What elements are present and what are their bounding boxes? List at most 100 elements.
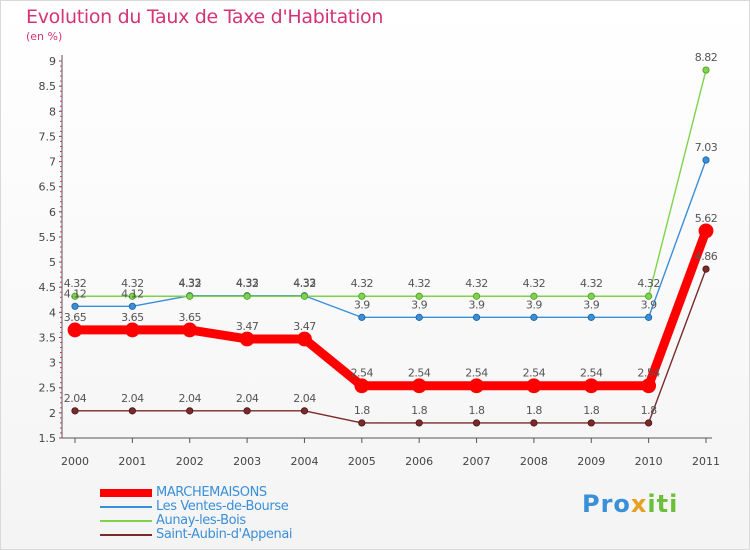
series-line-3 [75,268,707,424]
data-point [358,313,366,321]
data-label: 4.33 [178,277,201,290]
data-point [702,265,710,273]
y-tick-label: 2 [49,407,56,420]
data-point [358,419,366,427]
y-tick-label: 2.5 [39,382,57,395]
x-tick-label: 2005 [348,455,376,468]
data-point [186,292,194,300]
data-point [583,378,599,394]
data-point [645,292,653,300]
series-line-2 [75,69,707,297]
data-label: 7.03 [695,141,718,154]
data-label: 1.8 [469,404,485,417]
y-tick-label: 3 [49,357,56,370]
data-label: 4.33 [236,277,259,290]
legend-swatch [100,489,152,497]
legend-swatch [100,534,152,536]
y-tick-label: 9 [49,55,56,68]
data-point [698,223,714,239]
data-point [472,313,481,321]
y-tick-label: 8.5 [39,80,57,93]
data-point [354,378,370,394]
data-point [411,378,427,394]
x-tick-label: 2008 [520,455,548,468]
data-point [297,331,312,347]
data-point [530,313,538,321]
data-point [415,313,423,321]
data-point [415,292,423,300]
data-label: 4.32 [121,277,144,290]
y-tick-label: 7 [49,156,56,169]
data-point [472,419,481,427]
data-label: 4.12 [121,287,144,300]
data-point [239,331,255,347]
data-label: 1.8 [526,404,542,417]
data-point [186,407,194,415]
data-label: 1.8 [411,404,427,417]
data-label: 3.65 [121,311,144,324]
data-label: 3.9 [354,298,370,311]
data-label: 8.82 [695,51,718,64]
data-label: 2.54 [408,367,431,380]
data-label: 3.65 [64,311,87,324]
legend-label: MARCHEMAISONS [156,485,267,500]
y-tick-label: 6.5 [39,181,57,194]
data-label: 3.9 [526,298,542,311]
data-label: 3.47 [293,320,316,333]
series-line-0 [75,229,711,391]
data-label: 4.12 [64,287,87,300]
y-tick-label: 7.5 [39,130,57,143]
data-point [587,313,595,321]
data-point [128,292,136,300]
y-tick-label: 5.5 [39,231,57,244]
data-label: 4.32 [293,277,316,290]
legend-label: Saint-Aubin-d'Appenai [156,527,293,542]
data-label: 4.32 [465,277,488,290]
data-point [530,292,538,300]
data-label: 4.32 [408,277,431,290]
data-point [128,302,136,310]
logo-part-3: iti [647,490,679,518]
data-label: 1.8 [641,404,657,417]
data-label: 2.54 [523,367,546,380]
data-point [587,419,595,427]
logo-part-1: Pro [582,490,631,518]
data-point [702,156,710,164]
y-tick-label: 4 [49,306,56,319]
data-point [67,322,83,338]
data-point [182,322,198,338]
y-tick-label: 5 [49,256,56,269]
data-label: 4.86 [695,250,718,263]
data-label: 3.9 [411,298,427,311]
data-label: 1.8 [583,404,599,417]
series-line-1 [75,159,707,319]
logo-part-2: x [630,490,648,518]
data-point [71,292,79,300]
y-tick-label: 1.5 [39,432,57,445]
data-point [358,292,366,300]
data-point [124,322,140,338]
data-label: 4.32 [580,277,603,290]
x-tick-label: 2002 [176,455,204,468]
data-point [645,419,653,427]
y-tick-label: 8 [49,105,56,118]
data-label: 4.32 [236,277,259,290]
x-tick-label: 2001 [118,455,146,468]
data-point [641,378,657,394]
data-label: 2.54 [580,367,603,380]
data-point [645,313,653,321]
data-label: 4.32 [178,277,201,290]
y-tick-label: 4.5 [39,281,57,294]
data-point [300,407,309,415]
data-point [71,302,79,310]
chart-title: Evolution du Taux de Taxe d'Habitation [26,6,384,28]
data-label: 3.65 [178,311,201,324]
y-tick-label: 6 [49,206,56,219]
data-label: 4.32 [351,277,374,290]
data-label: 2.04 [64,392,87,405]
data-point [415,419,423,427]
data-label: 2.54 [351,367,374,380]
x-tick-label: 2006 [405,455,433,468]
data-label: 2.54 [637,367,660,380]
